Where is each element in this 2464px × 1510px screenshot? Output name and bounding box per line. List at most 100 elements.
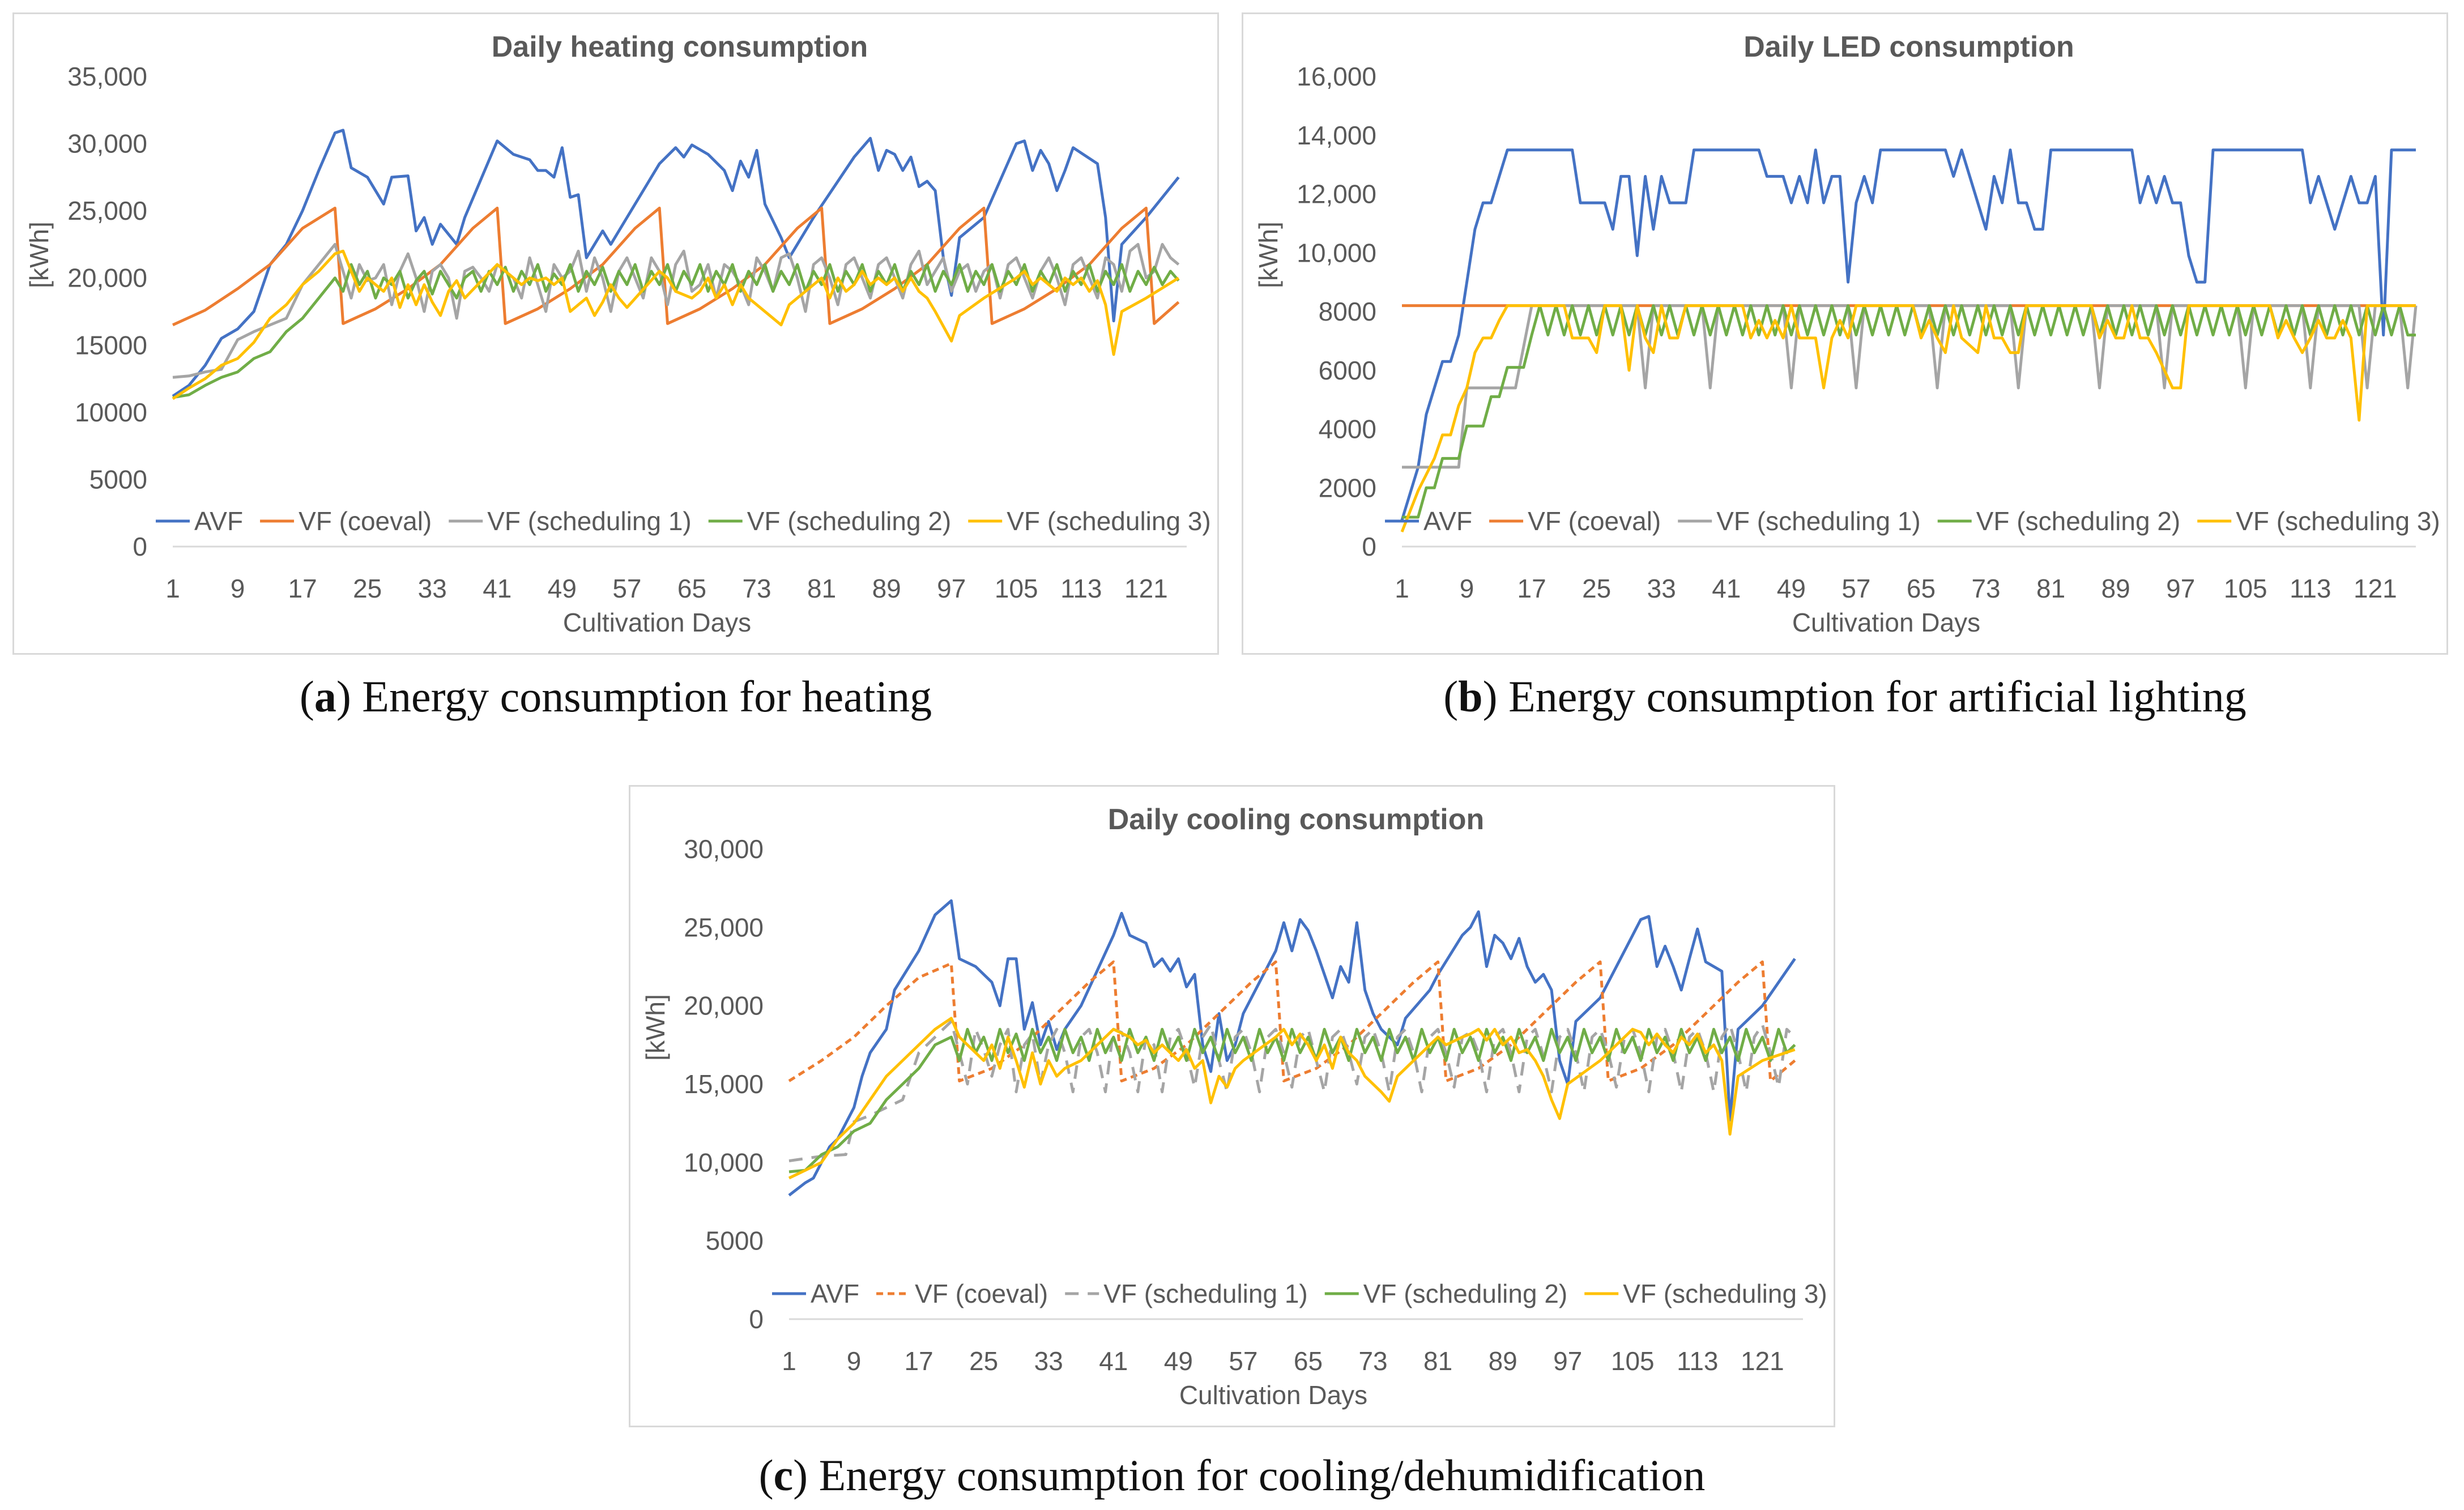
chart-title: Daily LED consumption	[1743, 31, 2074, 63]
x-tick-label: 25	[353, 574, 382, 603]
legend-label-4: VF (scheduling 2)	[1976, 506, 2181, 536]
heating-chart-panel: Daily heating consumption 0 5000 10000 15000…	[12, 12, 1219, 655]
y-tick-label: 0	[1362, 532, 1376, 561]
series-line-5	[788, 1017, 1796, 1180]
series-line-2	[172, 206, 1180, 326]
x-tick-label: 113	[2290, 574, 2331, 603]
x-tick-label: 25	[969, 1346, 998, 1376]
y-axis-label: [kWh]	[24, 221, 54, 288]
caption-a-text: Energy consumption for heating	[362, 672, 932, 721]
x-tick-label: 17	[1517, 574, 1546, 603]
x-tick-label: 17	[905, 1346, 933, 1376]
y-tick-label: 2000	[1319, 473, 1376, 502]
y-tick-label: 15000	[75, 330, 147, 360]
y-tick-label: 15,000	[684, 1069, 764, 1099]
x-tick-label: 97	[2166, 574, 2195, 603]
caption-c-text: Energy consumption for cooling/dehumidif…	[819, 1451, 1706, 1500]
y-tick-label: 20,000	[67, 263, 147, 293]
caption-b: (b) Energy consumption for artificial li…	[1443, 672, 2246, 721]
x-tick-label: 57	[612, 574, 641, 603]
x-tick-label: 41	[1712, 574, 1741, 603]
x-tick-label: 1	[165, 574, 180, 603]
legend-label-2: VF (coeval)	[299, 506, 432, 536]
y-tick-label: 10000	[75, 398, 147, 427]
y-tick-label: 0	[133, 532, 147, 561]
legend-label-5: VF (scheduling 3)	[1007, 506, 1211, 536]
y-axis-label: [kWh]	[1254, 221, 1283, 288]
legend-label-4: VF (scheduling 2)	[747, 506, 952, 536]
x-tick-label: 121	[1741, 1346, 1784, 1376]
legend-label-1: AVF	[811, 1279, 859, 1308]
x-tick-label: 81	[2036, 574, 2065, 603]
x-tick-label: 41	[483, 574, 511, 603]
y-tick-label: 16,000	[1297, 62, 1376, 91]
x-tick-label: 81	[807, 574, 836, 603]
chart-title: Daily cooling consumption	[1108, 803, 1484, 836]
series-line-5	[172, 249, 1180, 400]
legend-label-5: VF (scheduling 3)	[1623, 1279, 1827, 1308]
caption-b-text: Energy consumption for artificial lighti…	[1508, 672, 2246, 721]
y-tick-label: 20,000	[684, 991, 764, 1021]
series-line-1	[1400, 148, 2416, 521]
y-tick-label: 6000	[1319, 356, 1376, 385]
legend-label-1: AVF	[1423, 506, 1472, 536]
x-tick-label: 105	[995, 574, 1038, 603]
caption-b-letter: b	[1458, 672, 1483, 721]
x-tick-label: 65	[677, 574, 706, 603]
legend: AVF VF (coeval) VF (scheduling 1) VF (sched…	[772, 1279, 1827, 1308]
y-tick-label: 35,000	[67, 62, 147, 91]
legend-label-4: VF (scheduling 2)	[1363, 1279, 1568, 1308]
x-tick-label: 33	[418, 574, 447, 603]
x-tick-label: 105	[1611, 1346, 1655, 1376]
y-tick-label: 4000	[1319, 415, 1376, 444]
series-line-5	[1400, 304, 2416, 533]
x-axis-label: Cultivation Days	[563, 608, 751, 637]
x-tick-label: 49	[548, 574, 577, 603]
cooling-chart: Daily cooling consumption 0 5000 10,000 15,0…	[641, 803, 1827, 1410]
caption-c: (c) Energy consumption for cooling/dehum…	[758, 1451, 1706, 1500]
y-tick-label: 10,000	[1297, 238, 1376, 267]
y-tick-label: 5000	[89, 464, 147, 494]
y-tick-label: 30,000	[67, 129, 147, 159]
series-line-4	[172, 263, 1180, 399]
cooling-chart-panel: Daily cooling consumption 0 5000 10,000 15,0…	[629, 785, 1835, 1427]
y-tick-label: 10,000	[684, 1148, 764, 1177]
x-tick-label: 121	[2354, 574, 2397, 603]
x-tick-label: 73	[1971, 574, 2000, 603]
caption-c-letter: c	[773, 1451, 794, 1500]
x-tick-label: 9	[1460, 574, 1474, 603]
x-tick-label: 57	[1229, 1346, 1257, 1376]
chart-title: Daily heating consumption	[492, 31, 868, 63]
y-tick-label: 25,000	[67, 196, 147, 225]
x-tick-label: 49	[1777, 574, 1806, 603]
legend-label-2: VF (coeval)	[1528, 506, 1661, 536]
x-tick-label: 33	[1647, 574, 1676, 603]
x-tick-label: 81	[1423, 1346, 1452, 1376]
x-tick-label: 113	[1060, 574, 1102, 603]
x-tick-label: 73	[742, 574, 771, 603]
legend-label-3: VF (scheduling 1)	[1716, 506, 1921, 536]
y-tick-label: 12,000	[1297, 180, 1376, 209]
x-tick-label: 1	[1395, 574, 1409, 603]
x-tick-label: 57	[1841, 574, 1870, 603]
x-tick-label: 121	[1124, 574, 1168, 603]
x-axis-label: Cultivation Days	[1792, 608, 1980, 637]
legend-label-5: VF (scheduling 3)	[2236, 506, 2440, 536]
series-line-2	[788, 960, 1796, 1082]
x-tick-label: 65	[1907, 574, 1936, 603]
caption-a-letter: a	[314, 672, 336, 721]
legend-label-2: VF (coeval)	[915, 1279, 1048, 1308]
legend-label-3: VF (scheduling 1)	[1103, 1279, 1308, 1308]
x-tick-label: 97	[1553, 1346, 1582, 1376]
y-tick-label: 5000	[706, 1226, 764, 1256]
series-line-3	[788, 1020, 1796, 1163]
y-tick-label: 0	[749, 1304, 764, 1334]
x-tick-label: 49	[1164, 1346, 1193, 1376]
x-tick-label: 25	[1582, 574, 1611, 603]
x-tick-label: 41	[1099, 1346, 1128, 1376]
x-tick-label: 89	[872, 574, 901, 603]
x-tick-label: 1	[782, 1346, 796, 1376]
x-tick-label: 113	[1677, 1346, 1718, 1376]
x-axis-label: Cultivation Days	[1179, 1380, 1367, 1410]
x-tick-label: 9	[231, 574, 245, 603]
